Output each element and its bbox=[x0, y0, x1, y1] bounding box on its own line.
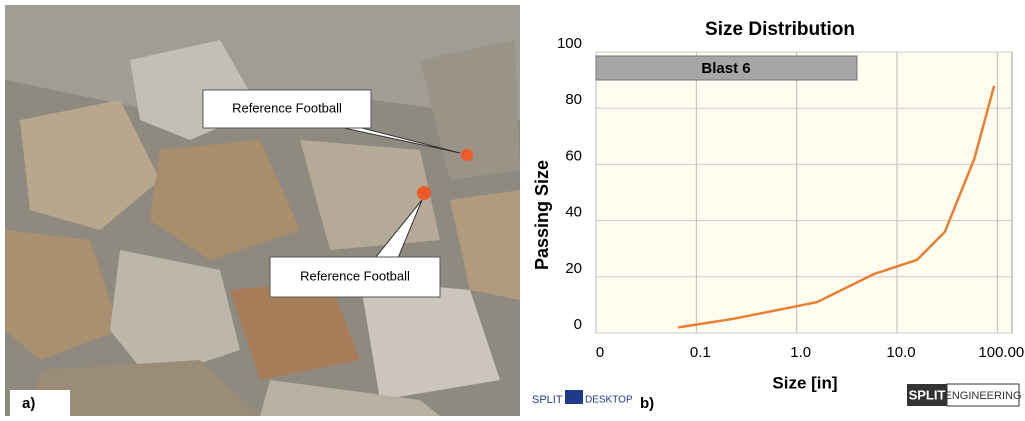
callout-box bbox=[202, 89, 372, 129]
rock bbox=[110, 250, 240, 380]
logo: SPLIT DESKTOP bbox=[532, 390, 633, 406]
y-tick-label: 0 bbox=[574, 316, 582, 333]
x-tick-label: 100.00 bbox=[978, 344, 1024, 361]
y-tick-label: 20 bbox=[565, 260, 582, 277]
rock bbox=[30, 360, 260, 416]
panel-label: a) bbox=[22, 395, 35, 412]
rock bbox=[450, 190, 520, 300]
data-line bbox=[678, 85, 996, 329]
callout-box bbox=[269, 256, 441, 298]
x-tick-label: 1.0 bbox=[790, 344, 811, 361]
rock bbox=[360, 280, 500, 400]
chart-title: Size Distribution bbox=[705, 19, 855, 40]
photo: Reference Football Reference Football a) bbox=[5, 5, 520, 416]
logo-box bbox=[907, 384, 947, 406]
football bbox=[461, 149, 473, 161]
y-tick-label: 40 bbox=[565, 204, 582, 221]
y-axis-label: Passing Size bbox=[532, 160, 552, 270]
callout-text: Reference Football bbox=[232, 100, 342, 115]
x-tick-label: 10.0 bbox=[886, 344, 915, 361]
rock bbox=[230, 280, 360, 380]
legend-label: Blast 6 bbox=[701, 60, 750, 77]
rock bbox=[260, 380, 440, 416]
x-tick-label: 0.1 bbox=[690, 344, 711, 361]
y-tick-label: 60 bbox=[565, 147, 582, 164]
legend-box bbox=[595, 55, 858, 81]
football bbox=[417, 186, 431, 200]
label-bg bbox=[10, 390, 70, 416]
rock bbox=[420, 40, 520, 180]
x-axis-label: Size [in] bbox=[772, 373, 837, 392]
logo: SPLIT ENGINEERING bbox=[907, 383, 1022, 407]
logo-text: ENGINEERING bbox=[944, 390, 1021, 402]
rock bbox=[20, 100, 160, 230]
logo-icon bbox=[565, 390, 583, 404]
rock bbox=[5, 5, 520, 120]
panel-label: b) bbox=[640, 395, 654, 412]
logo-text: SPLIT bbox=[909, 387, 946, 402]
callout-text: Reference Football bbox=[300, 268, 410, 283]
logo-text: DESKTOP bbox=[585, 395, 633, 406]
plot-area bbox=[595, 51, 1013, 334]
rock bbox=[150, 140, 300, 260]
y-tick-label: 100 bbox=[557, 35, 582, 52]
logo-text: SPLIT bbox=[532, 394, 563, 406]
logo-box bbox=[946, 383, 1020, 407]
rock bbox=[5, 230, 120, 360]
x-tick-label: 0 bbox=[596, 344, 604, 361]
y-tick-label: 80 bbox=[565, 91, 582, 108]
